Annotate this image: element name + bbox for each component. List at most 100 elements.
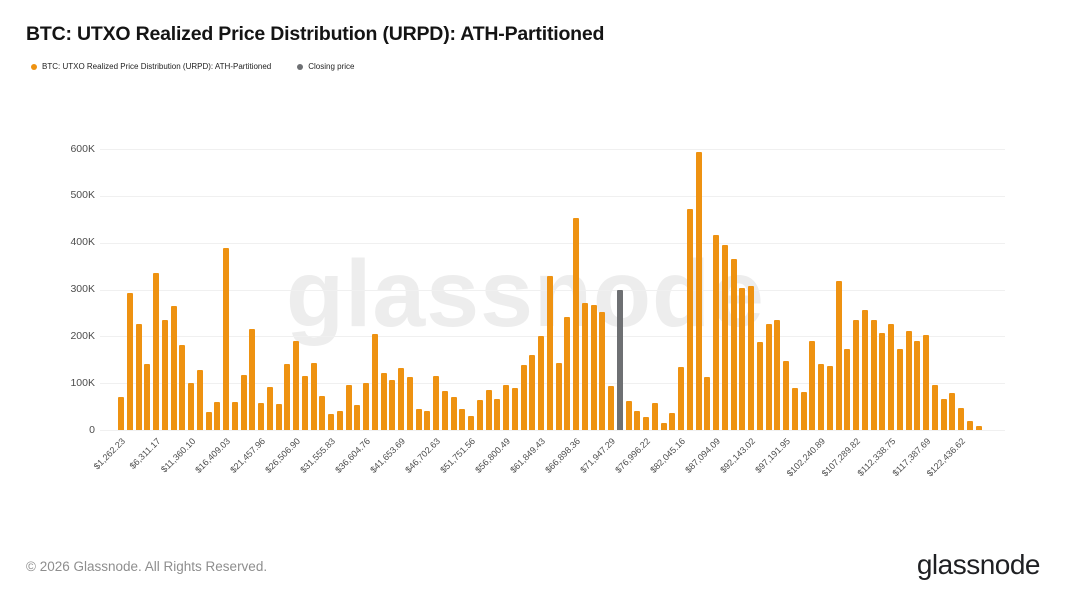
bar[interactable] [284,363,291,430]
bar[interactable] [205,411,212,430]
bar[interactable] [905,331,912,430]
bar[interactable] [476,400,483,430]
bar[interactable] [774,320,781,430]
bar[interactable] [258,402,264,430]
bar[interactable] [844,348,851,430]
bar[interactable] [695,151,702,430]
bar[interactable] [170,305,177,430]
bar[interactable] [914,340,921,430]
bar[interactable] [266,386,273,430]
bar[interactable] [153,273,159,430]
bar[interactable] [555,363,562,430]
closing-price-bar[interactable] [616,289,623,430]
bar[interactable] [503,384,509,430]
bar[interactable] [398,367,404,430]
bar[interactable] [608,385,614,430]
bar[interactable] [433,376,439,430]
bar[interactable] [721,244,728,430]
bar[interactable] [135,323,142,430]
bar[interactable] [931,384,938,430]
bar[interactable] [275,404,282,430]
bar[interactable] [634,411,641,430]
bar[interactable] [678,366,684,430]
bar[interactable] [835,280,842,430]
bar[interactable] [188,382,194,430]
bar[interactable] [328,413,334,430]
bar[interactable] [853,320,859,430]
bar[interactable] [573,218,579,430]
bar[interactable] [415,409,422,430]
bar[interactable] [564,317,571,430]
bar[interactable] [363,382,369,430]
bar[interactable] [966,420,973,430]
bar[interactable] [765,323,772,430]
bar[interactable] [179,344,186,430]
bar[interactable] [144,363,151,430]
bar[interactable] [293,341,299,430]
bar[interactable] [520,365,527,430]
bar[interactable] [756,341,763,430]
bar[interactable] [923,335,929,430]
bar[interactable] [511,387,518,430]
bar[interactable] [590,305,597,430]
bar[interactable] [896,349,903,430]
bar[interactable] [380,372,387,430]
bar[interactable] [581,303,588,430]
bar[interactable] [669,412,676,430]
bar[interactable] [730,259,737,430]
bar[interactable] [870,320,877,430]
bar[interactable] [861,309,868,430]
bar[interactable] [800,392,807,430]
bar[interactable] [940,398,947,430]
bar[interactable] [240,375,247,430]
bar[interactable] [546,276,553,430]
bar[interactable] [468,415,474,430]
bar[interactable] [301,376,308,430]
bar[interactable] [713,235,719,430]
bar[interactable] [406,377,413,430]
bar[interactable] [975,426,982,430]
bar[interactable] [949,393,956,430]
bar[interactable] [336,411,343,430]
bar[interactable] [459,409,466,430]
bar[interactable] [371,334,378,430]
bar[interactable] [231,401,238,430]
bar[interactable] [529,354,536,430]
bar[interactable] [249,328,256,430]
bar[interactable] [625,400,632,430]
bar[interactable] [748,285,754,430]
bar[interactable] [424,411,431,430]
bar[interactable] [643,416,649,430]
bar[interactable] [879,333,886,430]
bar[interactable] [450,396,457,430]
bar[interactable] [319,396,326,430]
bar[interactable] [354,405,361,430]
bar[interactable] [214,401,221,430]
legend-item-closing-price[interactable]: Closing price [297,62,355,71]
bar[interactable] [538,336,544,430]
bar[interactable] [818,364,824,430]
bar[interactable] [494,398,501,430]
legend-item-urpd[interactable]: BTC: UTXO Realized Price Distribution (U… [31,62,271,71]
bar[interactable] [651,403,658,430]
bar[interactable] [791,388,798,430]
bar[interactable] [704,377,711,430]
bar[interactable] [599,311,606,430]
bar[interactable] [660,423,667,430]
bar[interactable] [826,366,833,430]
bar[interactable] [126,292,133,430]
bar[interactable] [485,390,492,430]
bar[interactable] [161,320,168,430]
bar[interactable] [196,369,203,430]
bar[interactable] [739,288,746,430]
bar[interactable] [310,363,317,430]
bar[interactable] [783,361,789,430]
bar[interactable] [888,324,894,430]
bar[interactable] [686,208,693,430]
bar[interactable] [441,391,448,430]
bar[interactable] [223,248,229,430]
bar[interactable] [809,340,816,430]
bar[interactable] [958,408,964,430]
bar[interactable] [118,397,124,430]
bar[interactable] [389,380,396,430]
